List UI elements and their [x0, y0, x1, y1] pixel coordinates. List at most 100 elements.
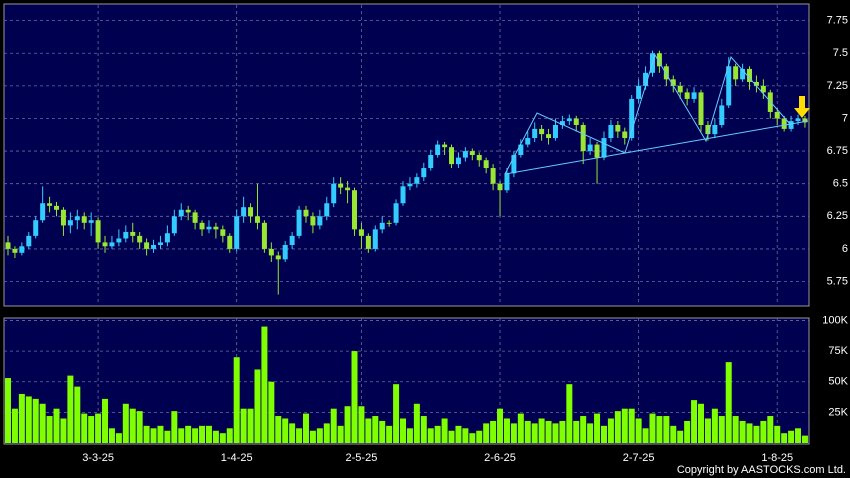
volume-bar	[538, 418, 545, 443]
volume-bar	[774, 425, 781, 443]
candle-body	[615, 125, 621, 132]
candle-body	[164, 233, 170, 243]
volume-bar	[25, 396, 32, 443]
x-tick-label: 3-3-25	[82, 452, 114, 464]
volume-bar	[199, 425, 206, 443]
candle-body	[421, 168, 427, 178]
candle-body	[338, 183, 344, 188]
volume-bar	[122, 403, 129, 443]
volume-bar	[67, 375, 74, 443]
volume-bar	[462, 428, 469, 443]
volume-bar	[420, 416, 427, 443]
volume-bar	[226, 428, 233, 443]
volume-bar	[115, 433, 122, 443]
candle-body	[788, 121, 794, 129]
candle-body	[54, 205, 60, 210]
volume-bar	[552, 423, 559, 443]
candle-body	[386, 222, 392, 224]
volume-bar	[559, 420, 566, 443]
candle-body	[629, 98, 635, 139]
y-tick-label: 6.25	[827, 210, 848, 222]
candle-body	[559, 121, 565, 125]
volume-bar	[448, 430, 455, 443]
volume-bar	[32, 398, 39, 443]
volume-bar	[323, 423, 330, 443]
candle-body	[303, 209, 309, 217]
volume-bar	[386, 425, 393, 443]
volume-bar	[434, 425, 441, 443]
volume-bar	[649, 413, 656, 443]
candle-body	[532, 128, 538, 139]
volume-bar	[725, 362, 732, 443]
candle-body	[88, 220, 94, 223]
volume-bar	[510, 423, 517, 443]
candle-body	[19, 246, 25, 253]
candle-body	[601, 138, 607, 158]
candle-body	[587, 144, 593, 152]
volume-bar	[205, 425, 212, 443]
volume-bar	[642, 428, 649, 443]
candle-body	[81, 216, 87, 223]
candle-body	[795, 118, 801, 122]
volume-bar	[503, 418, 510, 443]
volume-bar	[254, 369, 261, 443]
candle-body	[296, 209, 302, 236]
candle-body	[248, 207, 254, 217]
volume-bar	[600, 425, 607, 443]
candle-body	[227, 235, 233, 249]
candle-body	[455, 157, 461, 165]
volume-bar	[289, 423, 296, 443]
candle-body	[663, 66, 669, 80]
candle-body	[393, 203, 399, 223]
volume-bar	[46, 416, 53, 443]
candle-body	[712, 125, 718, 135]
volume-bar	[136, 411, 143, 443]
candle-body	[490, 168, 496, 184]
volume-bar	[427, 428, 434, 443]
candle-body	[109, 242, 115, 247]
volume-bar	[365, 418, 372, 443]
support-line	[504, 120, 809, 175]
candle-body	[546, 134, 552, 139]
price-panel	[3, 3, 810, 307]
candle-body	[178, 209, 184, 217]
candle-body	[462, 151, 468, 158]
volume-bar	[566, 384, 573, 443]
candle-body	[317, 216, 323, 226]
volume-bar	[607, 418, 614, 443]
volume-bar	[746, 423, 753, 443]
volume-bar	[88, 416, 95, 443]
volume-bar	[573, 420, 580, 443]
candle-body	[428, 155, 434, 169]
candle-body	[643, 72, 649, 86]
y-tick-label: 50K	[828, 376, 848, 388]
volume-bar	[635, 418, 642, 443]
candle-body	[282, 245, 288, 260]
volume-bar	[621, 408, 628, 443]
candle-body	[192, 212, 198, 223]
x-tick-label: 2-7-25	[623, 452, 655, 464]
candle-body	[539, 128, 545, 135]
candle-body	[525, 138, 531, 145]
candle-body	[691, 92, 697, 99]
candle-body	[137, 235, 143, 243]
volume-bar	[614, 411, 621, 443]
volume-bar	[309, 430, 316, 443]
candle-body	[705, 125, 711, 135]
volume-bar	[441, 418, 448, 443]
volume-bar	[143, 425, 150, 443]
volume-bar	[656, 416, 663, 443]
candle-body	[483, 160, 489, 169]
volume-bar	[282, 418, 289, 443]
volume-bar	[781, 433, 788, 443]
volume-bar	[95, 413, 102, 443]
volume-bar	[594, 413, 601, 443]
volume-bar	[497, 408, 504, 443]
candle-body	[123, 231, 129, 239]
volume-bar	[801, 435, 808, 443]
candle-body	[157, 242, 163, 245]
candle-body	[331, 183, 337, 204]
candle-body	[12, 248, 18, 253]
candle-body	[726, 66, 732, 106]
